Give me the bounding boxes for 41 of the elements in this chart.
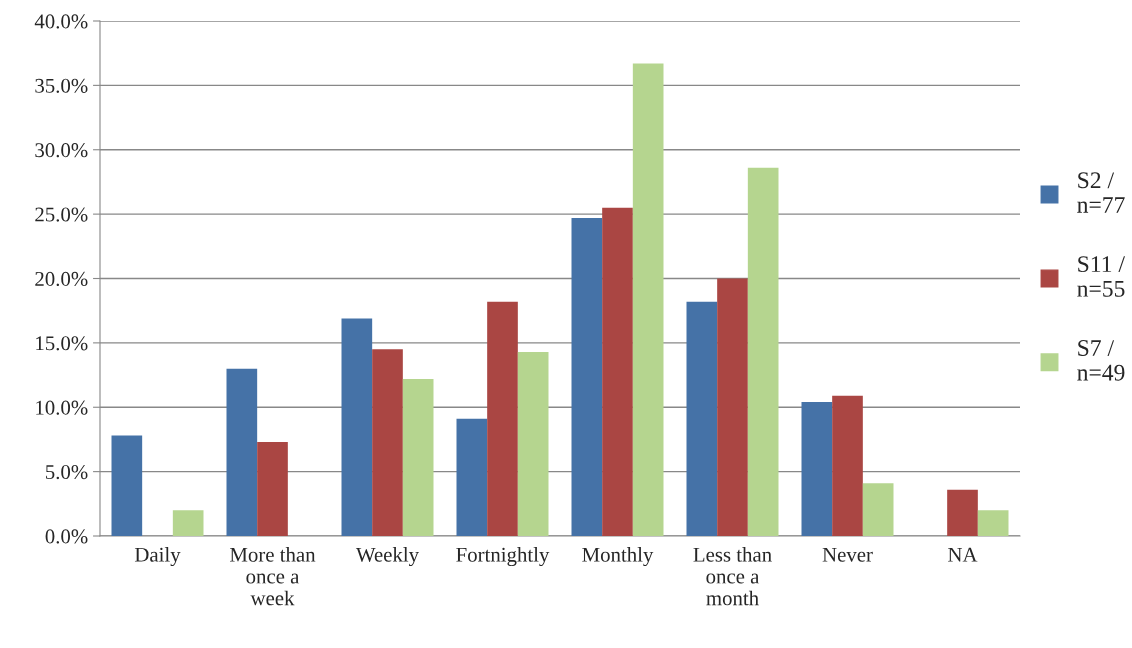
bar bbox=[257, 442, 288, 536]
y-tick-label: 30.0% bbox=[35, 143, 88, 158]
x-tick-label: NA bbox=[948, 547, 978, 562]
bar bbox=[602, 207, 633, 536]
bar bbox=[717, 278, 748, 536]
bar bbox=[487, 301, 518, 536]
x-tick-label: Daily bbox=[134, 547, 181, 567]
y-tick-label: 15.0% bbox=[36, 336, 88, 351]
x-tick-label: More than once a week bbox=[230, 547, 316, 606]
x-tick-label: Less than once a month bbox=[693, 547, 772, 606]
bar bbox=[226, 368, 258, 536]
legend-label: S11 / n=55 bbox=[1077, 256, 1125, 297]
bar bbox=[632, 63, 664, 536]
bar bbox=[571, 217, 603, 536]
bar bbox=[747, 167, 779, 536]
y-tick-label: 20.0% bbox=[35, 271, 88, 287]
bar bbox=[801, 402, 833, 536]
legend-label: S7 / n=49 bbox=[1077, 340, 1125, 381]
bar bbox=[686, 301, 718, 536]
bar bbox=[111, 435, 143, 536]
y-tick-label: 25.0% bbox=[35, 207, 88, 222]
bar bbox=[402, 378, 434, 536]
y-tick-label: 0.0% bbox=[45, 529, 88, 544]
x-tick-label: Never bbox=[822, 547, 873, 562]
x-tick-label: Monthly bbox=[582, 547, 654, 567]
bar bbox=[517, 351, 549, 536]
bar bbox=[372, 349, 403, 536]
y-tick-label: 10.0% bbox=[36, 400, 88, 415]
bar bbox=[456, 418, 488, 536]
bar bbox=[862, 483, 894, 536]
y-tick-label: 40.0% bbox=[34, 14, 88, 29]
bar bbox=[341, 318, 373, 536]
y-tick-label: 5.0% bbox=[46, 465, 88, 480]
legend-label: S2 / n=77 bbox=[1077, 172, 1125, 213]
bar bbox=[947, 489, 978, 536]
x-tick-label: Weekly bbox=[355, 547, 419, 567]
y-tick-label: 35.0% bbox=[35, 78, 88, 93]
bar bbox=[172, 510, 204, 536]
bar bbox=[977, 510, 1009, 536]
bar bbox=[832, 395, 863, 536]
x-tick-label: Fortnightly bbox=[456, 547, 550, 567]
